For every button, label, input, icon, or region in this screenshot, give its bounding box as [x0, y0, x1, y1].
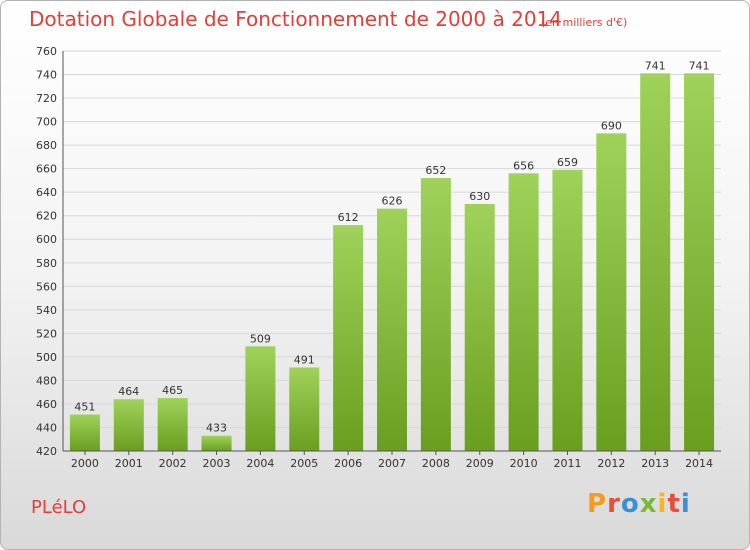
- x-tick-label: 2013: [641, 457, 669, 470]
- bar: [508, 173, 539, 451]
- y-tick-label: 620: [36, 210, 57, 223]
- y-tick-label: 740: [36, 69, 57, 82]
- x-tick-label: 2004: [246, 457, 274, 470]
- y-tick-label: 760: [36, 45, 57, 58]
- data-label: 690: [601, 119, 622, 132]
- x-tick-label: 2010: [510, 457, 538, 470]
- x-tick-label: 2008: [422, 457, 450, 470]
- bar: [69, 414, 100, 451]
- y-tick-label: 660: [36, 163, 57, 176]
- bar: [420, 178, 451, 451]
- y-tick-label: 460: [36, 398, 57, 411]
- x-tick-label: 2005: [290, 457, 318, 470]
- commune-name: PLéLO: [31, 497, 87, 518]
- data-label: 509: [250, 332, 271, 345]
- y-tick-label: 520: [36, 327, 57, 340]
- chart-title: Dotation Globale de Fonctionnement de 20…: [29, 7, 562, 31]
- x-tick-label: 2009: [466, 457, 494, 470]
- data-label: 630: [469, 190, 490, 203]
- y-tick-label: 720: [36, 92, 57, 105]
- bar: [684, 73, 715, 452]
- bar: [552, 169, 583, 451]
- data-label: 451: [74, 401, 95, 414]
- y-tick-label: 680: [36, 139, 57, 152]
- bar: [596, 133, 627, 451]
- proxiti-logo: Proxiti: [587, 489, 691, 519]
- y-tick-label: 560: [36, 280, 57, 293]
- bar: [113, 399, 144, 451]
- x-tick-label: 2007: [378, 457, 406, 470]
- data-label: 433: [206, 422, 227, 435]
- data-label: 659: [557, 156, 578, 169]
- y-tick-label: 700: [36, 116, 57, 129]
- y-tick-label: 420: [36, 445, 57, 458]
- data-label: 656: [513, 159, 534, 172]
- y-tick-label: 480: [36, 374, 57, 387]
- bar: [245, 346, 276, 451]
- x-tick-label: 2012: [597, 457, 625, 470]
- bar: [333, 225, 364, 451]
- data-label: 491: [294, 353, 315, 366]
- x-tick-label: 2003: [203, 457, 231, 470]
- x-tick-label: 2014: [685, 457, 713, 470]
- data-label: 464: [118, 385, 139, 398]
- x-tick-label: 2006: [334, 457, 362, 470]
- data-label: 626: [382, 195, 403, 208]
- data-label: 465: [162, 384, 183, 397]
- bar: [157, 398, 188, 451]
- x-tick-label: 2000: [71, 457, 99, 470]
- bar: [377, 208, 407, 451]
- bar: [464, 203, 495, 451]
- x-tick-label: 2011: [553, 457, 581, 470]
- data-label: 741: [689, 59, 710, 72]
- x-tick-label: 2001: [115, 457, 143, 470]
- y-tick-label: 440: [36, 421, 57, 434]
- y-tick-label: 600: [36, 233, 57, 246]
- data-label: 741: [645, 59, 666, 72]
- data-label: 612: [338, 211, 359, 224]
- y-tick-label: 640: [36, 186, 57, 199]
- bar: [289, 367, 320, 451]
- data-label: 652: [425, 164, 446, 177]
- y-tick-label: 500: [36, 351, 57, 364]
- bar: [201, 435, 232, 451]
- x-tick-label: 2002: [159, 457, 187, 470]
- y-tick-label: 580: [36, 257, 57, 270]
- chart-subtitle: (en milliers d'€): [541, 16, 628, 29]
- bar: [640, 73, 671, 452]
- y-tick-label: 540: [36, 304, 57, 317]
